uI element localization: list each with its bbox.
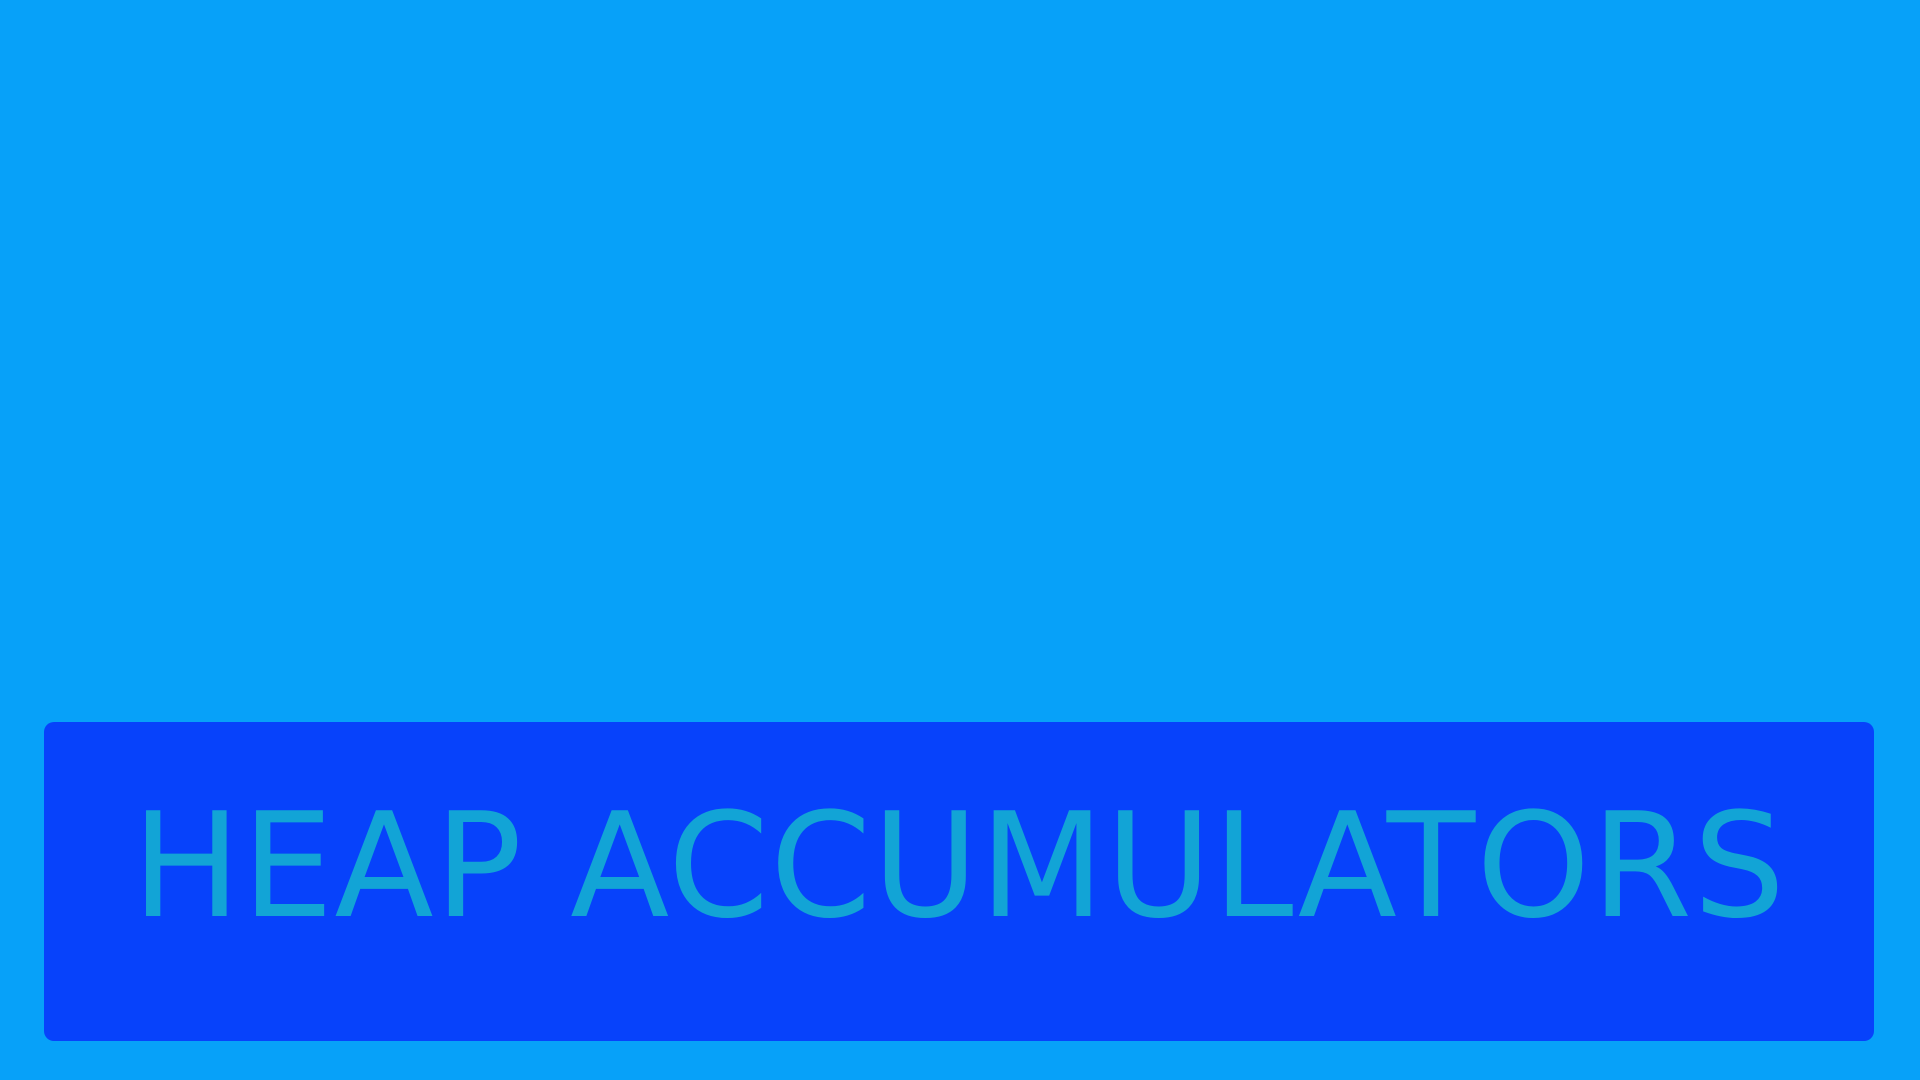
game-title: HEAP ACCUMULATORS (131, 782, 1787, 951)
title-panel: HEAP ACCUMULATORS (44, 722, 1874, 1041)
